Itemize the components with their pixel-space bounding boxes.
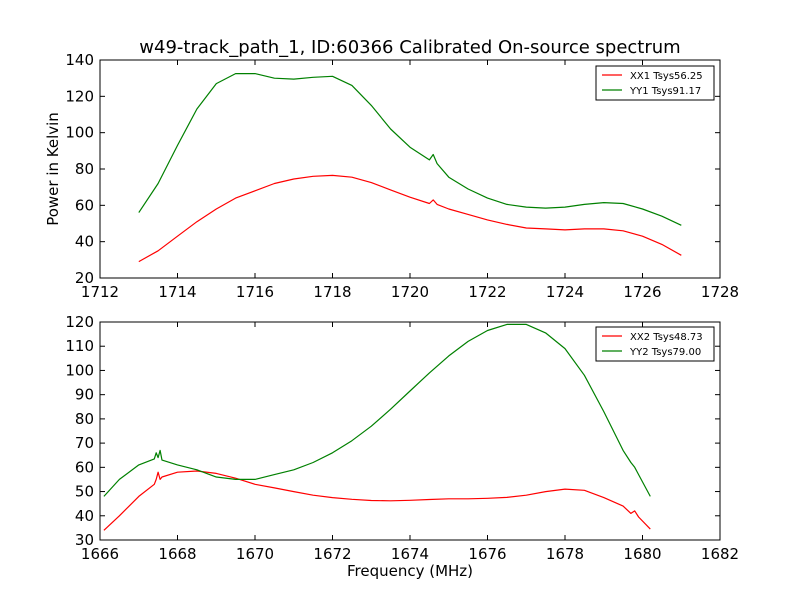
x-tick-label: 1720 (391, 283, 429, 301)
series-line-xx (103, 470, 651, 531)
series-line-yy (103, 323, 651, 497)
x-tick-label: 1726 (623, 283, 661, 301)
figure-title: w49-track_path_1, ID:60366 Calibrated On… (139, 37, 680, 58)
x-tick-label: 1682 (701, 545, 739, 563)
x-tick-label: 1668 (158, 545, 196, 563)
x-tick-label: 1676 (468, 545, 506, 563)
x-tick-label: 1718 (313, 283, 351, 301)
y-tick-label: 140 (65, 51, 94, 69)
x-tick-label: 1716 (236, 283, 274, 301)
y-tick-label: 60 (75, 196, 94, 214)
bottom-subplot: Frequency (MHz) 1666 1668 1670 1672 1674 1676… (65, 313, 739, 580)
y-tick-label: 60 (75, 458, 94, 476)
x-tick-label: 1672 (313, 545, 351, 563)
legend: XX2 Tsys48.73 YY2 Tsys79.00 (595, 326, 715, 362)
series-line-xx (138, 174, 682, 263)
legend-label-xx: XX2 Tsys48.73 (630, 332, 703, 343)
x-tick-label: 1666 (81, 545, 119, 563)
x-tick-label: 1728 (701, 283, 739, 301)
x-tick-label: 1714 (158, 283, 196, 301)
x-tick-label: 1670 (236, 545, 274, 563)
top-subplot: Power in Kelvin 1712 1714 1716 1718 1720 1722… (44, 51, 739, 301)
x-tick-label: 1712 (81, 283, 119, 301)
legend-label-xx: XX1 Tsys56.25 (630, 71, 703, 82)
y-tick-label: 100 (65, 361, 94, 379)
y-tick-label: 30 (75, 531, 94, 549)
x-tick-label: 1678 (546, 545, 584, 563)
y-tick-label: 70 (75, 434, 94, 452)
legend-label-yy: YY1 Tsys91.17 (629, 86, 701, 97)
legend-label-yy: YY2 Tsys79.00 (629, 347, 701, 358)
legend-box (595, 326, 715, 362)
x-axis-label: Frequency (MHz) (347, 562, 473, 580)
x-tick-label: 1674 (391, 545, 429, 563)
y-tick-label: 90 (75, 386, 94, 404)
top-y-axis-label: Power in Kelvin (44, 112, 62, 226)
y-tick-label: 100 (65, 124, 94, 142)
y-tick-label: 40 (75, 507, 94, 525)
series-line-yy (138, 72, 682, 226)
legend: XX1 Tsys56.25 YY1 Tsys91.17 (595, 65, 715, 101)
y-tick-label: 80 (75, 410, 94, 428)
y-tick-label: 120 (65, 313, 94, 331)
y-tick-label: 50 (75, 483, 94, 501)
legend-box (595, 65, 715, 101)
x-tick-label: 1724 (546, 283, 584, 301)
x-tick-label: 1680 (623, 545, 661, 563)
y-tick-label: 110 (65, 337, 94, 355)
y-tick-label: 20 (75, 269, 94, 287)
y-tick-label: 120 (65, 87, 94, 105)
y-tick-label: 80 (75, 160, 94, 178)
y-tick-label: 40 (75, 233, 94, 251)
x-tick-label: 1722 (468, 283, 506, 301)
